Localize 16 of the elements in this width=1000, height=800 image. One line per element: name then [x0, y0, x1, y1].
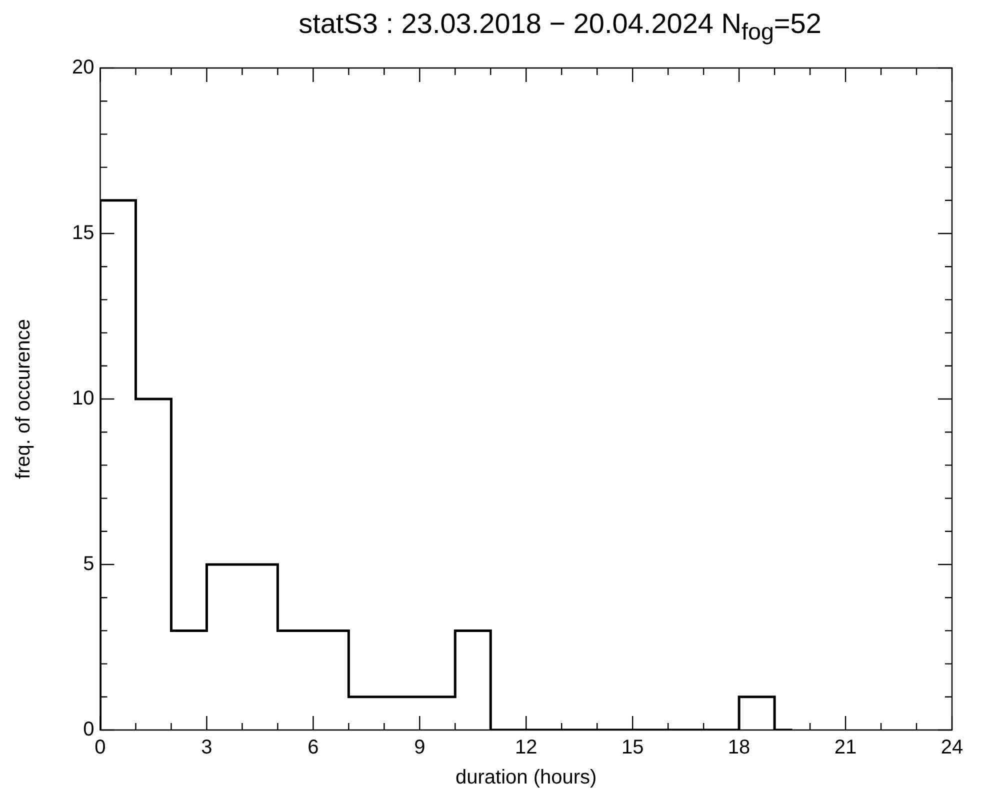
- y-tick-label: 15: [72, 222, 94, 244]
- y-tick-label: 0: [83, 718, 94, 741]
- x-axis-title: duration (hours): [456, 766, 597, 789]
- x-tick-label: 21: [834, 736, 857, 759]
- x-tick-label: 15: [621, 736, 644, 759]
- x-tick-label: 3: [201, 736, 212, 759]
- y-axis-title: freq. of occurence: [12, 318, 35, 480]
- chart-title: statS3 : 23.03.2018 − 20.04.2024 N$_{fog}$=52: [298, 8, 822, 47]
- y-tick-label: 20: [72, 56, 94, 79]
- x-tick-label: 6: [308, 736, 319, 759]
- x-tick-label: 12: [515, 736, 538, 759]
- y-tick-label: 10: [72, 388, 94, 410]
- x-tick-label: 18: [728, 736, 750, 759]
- x-tick-label: 9: [414, 736, 426, 759]
- y-tick-label: 5: [83, 553, 94, 576]
- x-tick-label: 24: [940, 736, 964, 759]
